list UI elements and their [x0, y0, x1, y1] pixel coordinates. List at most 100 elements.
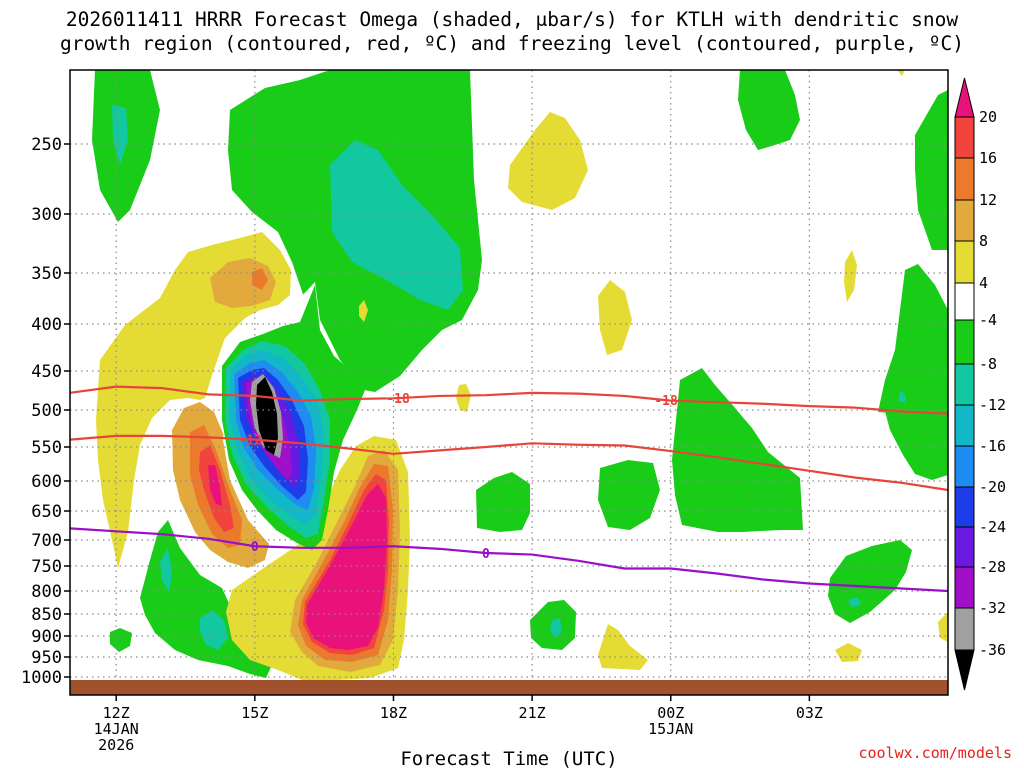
colorbar-swatch: [954, 486, 975, 528]
colorbar-swatch: [954, 319, 975, 365]
colorbar-label: 12: [979, 191, 997, 209]
y-tick-label: 350: [31, 264, 62, 284]
omega-region-yellow: [456, 384, 471, 412]
colorbar-swatch: [954, 649, 975, 691]
omega-region-green: [476, 472, 530, 532]
y-tick-label: 550: [31, 438, 62, 458]
y-tick-label: 900: [31, 627, 62, 647]
x-tick-label: 2026: [98, 736, 134, 754]
omega-region-green: [738, 70, 800, 150]
omega-region-teal: [160, 548, 172, 592]
colorbar-label: -20: [979, 478, 1006, 496]
colorbar-label: 4: [979, 274, 988, 292]
colorbar-swatch: [954, 566, 975, 609]
credit-link[interactable]: coolwx.com/models: [858, 744, 1012, 762]
contour-label: -18: [386, 392, 410, 407]
x-tick-label: 21Z: [519, 704, 546, 722]
omega-region-green: [882, 400, 948, 480]
colorbar-swatch: [954, 116, 975, 159]
y-tick-label: 950: [31, 648, 62, 668]
colorbar-swatch: [954, 282, 975, 321]
omega-region-pink: [306, 484, 387, 650]
omega-region-yellow: [835, 643, 862, 662]
omega-region-yellow: [359, 300, 368, 322]
contour-series--12: -12: [69, 433, 949, 492]
omega-region-green: [878, 264, 948, 414]
contour-label: -18: [654, 394, 678, 409]
colorbar-label: -4: [979, 311, 997, 329]
colorbar-label: -8: [979, 355, 997, 373]
omega-region-teal: [550, 618, 562, 638]
y-tick-label: 850: [31, 605, 62, 625]
omega-region-teal: [330, 140, 463, 310]
colorbar-label: -24: [979, 518, 1006, 536]
colorbar-label: 8: [979, 232, 988, 250]
colorbar-label: -28: [979, 558, 1006, 576]
contour-line: [69, 385, 949, 415]
colorbar-swatch: [954, 199, 975, 242]
colorbar-label: -16: [979, 437, 1006, 455]
omega-region-green: [915, 90, 948, 250]
y-tick-label: 250: [31, 135, 62, 155]
colorbar-swatch: [954, 77, 975, 118]
y-tick-label: 500: [31, 401, 62, 421]
omega-region-teal: [848, 597, 861, 608]
colorbar-label: -36: [979, 641, 1006, 659]
colorbar-label: 20: [979, 108, 997, 126]
y-tick-label: 750: [31, 557, 62, 577]
omega-region-green: [672, 368, 803, 532]
omega-region-pink: [208, 465, 222, 506]
x-axis-title: Forecast Time (UTC): [400, 748, 617, 768]
contour-label: 0: [482, 547, 490, 562]
colorbar-swatch: [954, 404, 975, 447]
omega-region-yellow: [844, 250, 857, 302]
omega-region-yellow: [938, 612, 948, 642]
colorbar-swatch: [954, 607, 975, 651]
omega-region-yellow: [96, 232, 291, 568]
y-tick-label: 700: [31, 531, 62, 551]
x-tick-label: 15JAN: [648, 720, 693, 738]
ground-strip: [70, 680, 948, 695]
omega-region-teal: [200, 610, 228, 650]
colorbar-swatch: [954, 526, 975, 568]
colorbar-swatch: [954, 363, 975, 406]
colorbar-label: -12: [979, 396, 1006, 414]
omega-region-green: [110, 628, 132, 652]
chart-title-line2: growth region (contoured, red, ºC) and f…: [60, 32, 964, 55]
colorbar: 20 16 12 8 4 -4 -8 -12 -16 -20 -24 -28 -32 -36: [954, 77, 1006, 691]
contour-label: 0: [251, 540, 259, 555]
chart-title-line1: 2026011411 HRRR Forecast Omega (shaded, …: [65, 8, 959, 31]
colorbar-swatch: [954, 157, 975, 201]
contour-line: [69, 434, 949, 492]
omega-region-yellow: [598, 280, 632, 355]
colorbar-swatch: [954, 445, 975, 488]
colorbar-swatch: [954, 240, 975, 284]
y-tick-label: 300: [31, 205, 62, 225]
gridlines: [70, 70, 948, 678]
colorbar-label: 16: [979, 149, 997, 167]
y-tick-label: 600: [31, 472, 62, 492]
y-tick-label: 650: [31, 502, 62, 522]
x-tick-label: 03Z: [796, 704, 823, 722]
x-tick-label: 14JAN: [94, 720, 139, 738]
omega-region-green: [140, 520, 272, 678]
colorbar-label: -32: [979, 599, 1006, 617]
chart-title: 2026011411 HRRR Forecast Omega (shaded, …: [0, 8, 1024, 56]
omega-shading: [92, 70, 948, 680]
y-axis: 2503003504004505005506006507007508008509…: [21, 135, 70, 688]
omega-region-green: [598, 460, 660, 530]
y-tick-label: 800: [31, 582, 62, 602]
contour-line: [69, 527, 949, 593]
x-tick-label: 18Z: [380, 704, 407, 722]
x-tick-label: 00Z: [657, 704, 684, 722]
x-tick-label: 15Z: [241, 704, 268, 722]
contour-label: -12: [238, 433, 261, 448]
omega-region-yellow: [897, 70, 905, 76]
x-tick-label: 12Z: [103, 704, 130, 722]
y-tick-label: 450: [31, 362, 62, 382]
omega-region-green: [828, 540, 912, 623]
plot-frame: [69, 69, 949, 696]
